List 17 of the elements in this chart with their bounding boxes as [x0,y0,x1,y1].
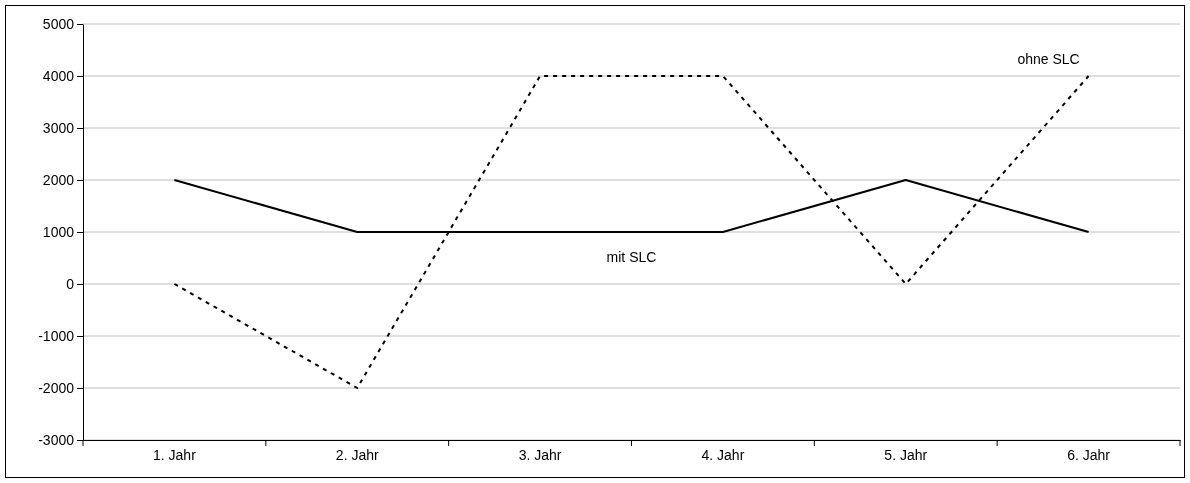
y-tick-label: 5000 [42,15,75,32]
y-tick-label: 2000 [42,171,75,188]
y-tick-label: 4000 [42,67,75,84]
x-tick-label: 2. Jahr [335,446,379,463]
x-tick-label: 1. Jahr [153,446,197,463]
y-tick-label: -3000 [38,431,75,448]
x-tick-label: 3. Jahr [518,446,562,463]
series-label: ohne SLC [1017,51,1080,67]
y-tick-label: 3000 [42,119,75,136]
y-tick-label: 1000 [42,223,75,240]
y-tick-label: -1000 [38,327,75,344]
y-tick-label: -2000 [38,379,75,396]
x-tick-label: 6. Jahr [1067,446,1111,463]
series-label: mit SLC [606,249,657,265]
x-tick-label: 4. Jahr [701,446,745,463]
x-tick-label: 5. Jahr [884,446,928,463]
y-tick-label: 0 [66,275,75,292]
